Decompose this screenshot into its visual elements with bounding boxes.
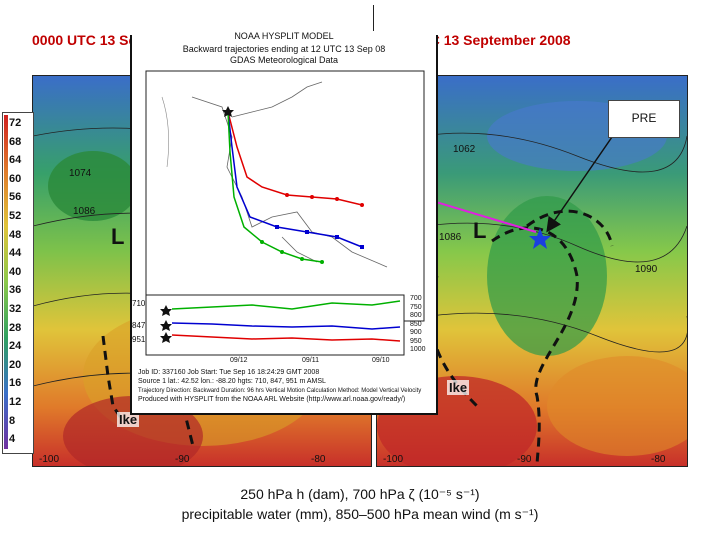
colorbar-tick-label: 48 [9,228,22,241]
left-lon-label: -80 [311,454,326,465]
left-lon-label: -90 [175,454,190,465]
colorbar-tick-label: 52 [9,210,22,222]
right-lon-label: -100 [383,454,404,465]
inset-pressure-label: 1000 [410,346,426,353]
inset-time-tick: 09/10 [372,357,390,364]
right-storm-label: Ike [447,380,470,395]
right-lon-label: -80 [651,454,666,465]
colorbar-tick-label: 24 [9,340,22,353]
inset-info-line: Produced with HYSPLIT from the NOAA ARL … [138,396,406,403]
inset-pressure-label: 800 [410,312,422,319]
inset-time-tick: 09/11 [302,357,319,364]
left-contour-label: 1074 [69,168,92,179]
hysplit-inset: NOAA HYSPLIT MODEL Backward trajectories… [130,31,438,415]
colorbar-tick-label: 56 [9,191,22,204]
caption-line-2: precipitable water (mm), 850–500 hPa mea… [181,506,539,522]
inset-header: NOAA HYSPLIT MODEL [132,31,436,41]
inset-info-line: Source 1 lat.: 42.52 lon.: -88.20 hgts: … [138,378,326,385]
colorbar: 72 68 64 60 56 52 48 44 40 36 32 28 24 20 16 12 8 4 [2,112,34,454]
colorbar-tick-label: 36 [9,284,22,297]
right-contour-label: 1086 [439,232,462,243]
caption-line-1: 250 hPa h (dam), 700 hPa ζ (10⁻⁵ s⁻¹) [240,486,480,502]
left-contour-label: 1086 [73,206,96,217]
colorbar-tick-label: 28 [9,321,22,334]
inset-subtitle: GDAS Meteorological Data [229,55,339,65]
colorbar-tick-label: 8 [9,414,16,427]
colorbar-tick-label: 16 [9,377,22,390]
right-contour-label: 1062 [453,144,476,155]
colorbar-tick-label: 20 [9,358,22,371]
colorbar-tick-label: 12 [9,396,22,408]
inset-pressure-label: 850 [410,320,422,328]
inset-height-label: 710 [132,299,146,308]
inset-info-line: Job ID: 337160 Job Start: Tue Sep 16 18:… [138,369,320,376]
colorbar-tick-label: 64 [9,154,22,167]
right-low-label: L [473,218,487,243]
left-storm-label: Ike [117,412,140,427]
colorbar-tick-label: 32 [9,303,22,315]
inset-height-label: 951 [132,335,146,344]
inset-pressure-label: 700 [410,295,422,302]
inset-time-tick: 09/12 [230,357,248,364]
pre-label-box: PRE [608,100,680,138]
left-low-label: L [111,224,125,249]
colorbar-tick-label: 4 [9,433,16,446]
inset-graphic [145,70,425,356]
colorbar-tick-label: 44 [9,247,22,260]
colorbar-tick-label: 68 [9,135,22,148]
colorbar-tick-label: 60 [9,172,22,185]
inset-title: Backward trajectories ending at 12 UTC 1… [182,44,386,54]
colorbar-tick-label: 40 [9,265,22,278]
inset-pressure-label: 750 [410,303,422,311]
inset-pressure-label: 950 [410,337,422,345]
inset-info-line: Trajectory Direction: Backward Duration:… [138,388,422,394]
right-lon-label: -90 [517,454,532,465]
inset-height-label: 847 [132,321,146,330]
inset-pressure-label: 900 [410,329,422,336]
colorbar-tick-label: 72 [9,117,22,129]
left-lon-label: -100 [39,454,60,465]
colorbar-strip [4,115,8,449]
right-contour-label: 1090 [635,264,658,275]
